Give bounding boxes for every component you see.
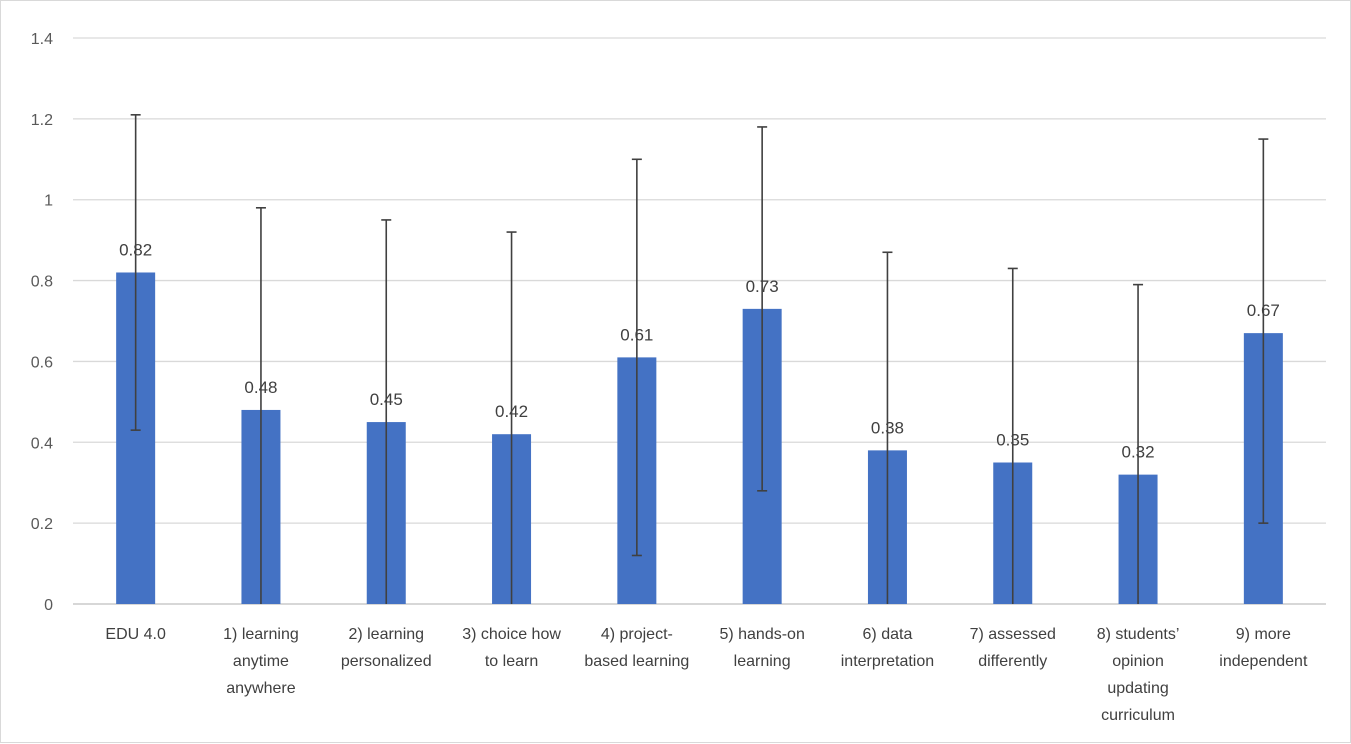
category-label-line: 4) project-: [601, 626, 673, 643]
category-label: EDU 4.0: [105, 626, 166, 643]
category-label-line: 8) students’: [1097, 626, 1180, 643]
category-label-line: learning: [734, 653, 791, 670]
category-label: 9) more independent: [1219, 626, 1308, 670]
category-label-line: EDU 4.0: [105, 626, 166, 643]
category-label: 7) assessed differently: [970, 626, 1056, 670]
data-label: 0.45: [370, 390, 403, 409]
category-label-line: 9) more: [1236, 626, 1291, 643]
data-label: 0.61: [620, 325, 653, 344]
category-label: 5) hands-on learning: [719, 626, 804, 670]
category-label-line: differently: [978, 653, 1047, 670]
category-label-line: 3) choice how: [462, 626, 561, 643]
category-label-line: 2) learning: [348, 626, 424, 643]
category-label-line: opinion: [1112, 653, 1164, 670]
data-label: 0.35: [996, 431, 1029, 450]
data-label: 0.38: [871, 418, 904, 437]
y-tick-label: 0.6: [31, 354, 53, 371]
data-label: 0.82: [119, 240, 152, 259]
category-label-line: curriculum: [1101, 707, 1175, 724]
category-label: 6) data interpretation: [841, 626, 934, 670]
category-label-line: 1) learning: [223, 626, 299, 643]
data-label: 0.32: [1122, 443, 1155, 462]
category-label-line: anytime: [233, 653, 289, 670]
category-label-line: 6) data: [863, 626, 913, 643]
data-label: 0.48: [244, 378, 277, 397]
category-label-line: interpretation: [841, 653, 934, 670]
y-tick-label: 0: [44, 597, 53, 614]
category-label: 1) learning anytime anywhere: [223, 626, 299, 697]
category-label-line: independent: [1219, 653, 1308, 670]
category-label: 4) project-based learning: [584, 626, 689, 670]
category-label-line: 7) assessed: [970, 626, 1056, 643]
y-tick-label: 0.2: [31, 516, 53, 533]
category-label-line: personalized: [341, 653, 432, 670]
category-label-line: anywhere: [226, 680, 295, 697]
category-label: 8) students’ opinion updating curriculum: [1097, 626, 1180, 724]
y-tick-label: 0.8: [31, 274, 53, 291]
category-label-line: 5) hands-on: [719, 626, 804, 643]
y-tick-label: 1.4: [31, 31, 53, 48]
category-label: 2) learning personalized: [341, 626, 432, 670]
category-label: 3) choice how to learn: [462, 626, 561, 670]
category-label-line: to learn: [485, 653, 538, 670]
y-tick-label: 1: [44, 193, 53, 210]
y-tick-label: 0.4: [31, 435, 53, 452]
category-label-line: based learning: [584, 653, 689, 670]
y-tick-label: 1.2: [31, 112, 53, 129]
data-label: 0.42: [495, 402, 528, 421]
category-label-line: updating: [1107, 680, 1168, 697]
data-label: 0.67: [1247, 301, 1280, 320]
data-label: 0.73: [746, 277, 779, 296]
